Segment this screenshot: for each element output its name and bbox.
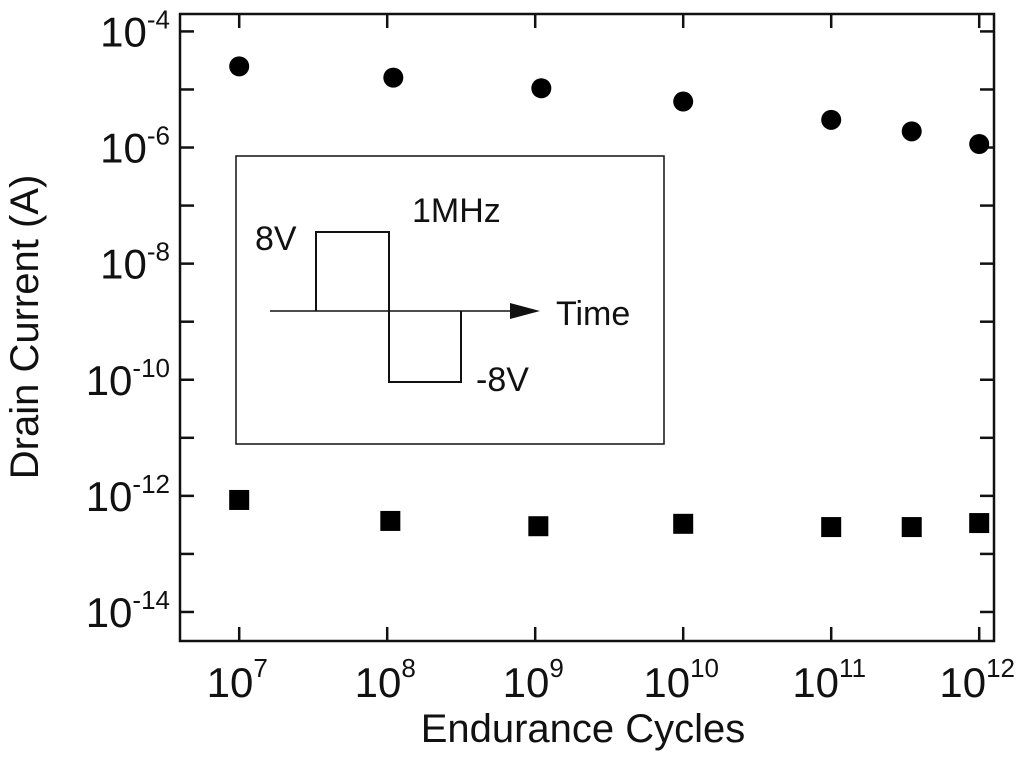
data-point-on-state xyxy=(673,91,694,112)
data-point-on-state xyxy=(821,109,842,130)
data-point-on-state xyxy=(229,56,250,77)
x-tick-label: 1010 xyxy=(643,653,719,706)
y-tick-label: 10-14 xyxy=(86,585,170,636)
inset-waveform: 1MHz 8V -8V Time xyxy=(235,155,665,445)
data-point-off-state xyxy=(969,513,990,534)
y-axis-ticks xyxy=(180,30,994,614)
data-markers xyxy=(229,56,990,538)
data-point-on-state xyxy=(969,134,990,155)
y-tick-label: 10-4 xyxy=(100,4,170,55)
inset-frequency-label: 1MHz xyxy=(412,192,501,230)
inset-box xyxy=(235,155,665,445)
x-axis-title: Endurance Cycles xyxy=(421,707,746,751)
x-axis-ticks xyxy=(237,14,981,641)
y-tick-label: 10-6 xyxy=(100,121,170,172)
data-point-on-state xyxy=(901,121,922,142)
data-point-off-state xyxy=(528,516,549,537)
y-tick-label: 10-8 xyxy=(100,237,170,288)
inset-low-voltage-label: -8V xyxy=(476,361,529,399)
inset-time-label: Time xyxy=(556,295,630,333)
square-pulse xyxy=(315,231,462,383)
plot-frame xyxy=(178,12,996,643)
data-point-off-state xyxy=(821,517,842,538)
data-point-off-state xyxy=(229,489,250,510)
data-point-off-state xyxy=(673,513,694,534)
y-tick-label: 10-10 xyxy=(86,353,170,404)
x-tick-label: 1011 xyxy=(792,653,866,706)
x-tick-label: 109 xyxy=(503,653,564,706)
data-point-on-state xyxy=(531,78,552,99)
time-axis-arrowhead xyxy=(510,303,540,319)
y-tick-label: 10-12 xyxy=(86,469,170,520)
data-point-off-state xyxy=(901,517,922,538)
y-axis-tick-labels: 10-4 10-6 10-8 10-10 10-12 10-14 xyxy=(86,4,170,636)
x-tick-label: 107 xyxy=(207,653,268,706)
data-point-on-state xyxy=(383,67,404,88)
data-point-off-state xyxy=(380,510,401,531)
y-axis-title: Drain Current (A) xyxy=(3,175,47,480)
x-axis-tick-labels: 107 108 109 1010 1011 1012 xyxy=(207,653,1015,706)
inset-high-voltage-label: 8V xyxy=(255,220,297,258)
x-tick-label: 1012 xyxy=(939,653,1015,706)
x-tick-label: 108 xyxy=(355,653,416,706)
